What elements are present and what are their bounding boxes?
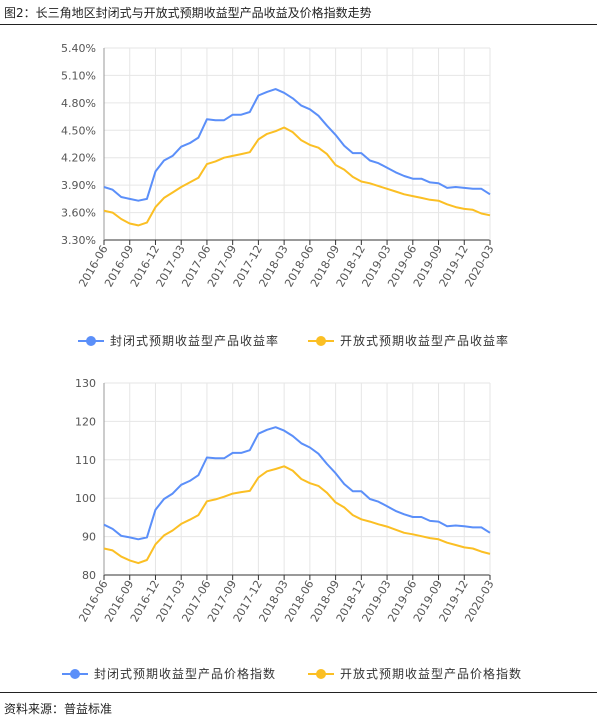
y-tick-label: 5.10% <box>61 69 96 82</box>
yield-line-chart: 3.30% 3.60% 3.90% 4.20% 4.50% 4.80% 5.10% 5.40%… <box>61 42 509 348</box>
series-line-2 <box>103 465 491 565</box>
y-tick-label: 3.30% <box>61 234 96 247</box>
y-tick-label: 4.50% <box>61 124 96 137</box>
legend-label: 封闭式预期收益型产品收益率 <box>110 333 279 348</box>
series-line-1 <box>103 88 491 202</box>
price-index-line-chart: 80901001101201302016-062016-092016-12201… <box>62 377 522 681</box>
legend-label: 封闭式预期收益型产品价格指数 <box>94 666 276 681</box>
legend-marker <box>70 669 80 679</box>
y-tick-label: 100 <box>75 492 96 505</box>
legend-label: 开放式预期收益型产品收益率 <box>340 333 509 348</box>
legend-marker <box>316 669 326 679</box>
y-tick-label: 90 <box>82 531 96 544</box>
y-tick-label: 3.60% <box>61 207 96 220</box>
legend-marker <box>316 336 326 346</box>
series-line-1 <box>103 426 491 541</box>
legend-marker <box>86 336 96 346</box>
y-tick-label: 4.20% <box>61 152 96 165</box>
y-tick-label: 5.40% <box>61 42 96 55</box>
source-note: 资料来源：普益标准 <box>4 702 113 716</box>
y-tick-label: 130 <box>75 377 96 390</box>
figure-title: 图2：长三角地区封闭式与开放式预期收益型产品收益及价格指数走势 <box>4 6 372 20</box>
y-tick-label: 120 <box>75 415 96 428</box>
bottom-rule <box>0 692 597 693</box>
y-tick-label: 3.90% <box>61 179 96 192</box>
y-tick-label: 4.80% <box>61 97 96 110</box>
y-tick-label: 110 <box>75 454 96 467</box>
legend-label: 开放式预期收益型产品价格指数 <box>340 666 522 681</box>
series-line-2 <box>103 126 491 227</box>
y-tick-label: 80 <box>82 569 96 582</box>
top-rule <box>0 24 597 25</box>
